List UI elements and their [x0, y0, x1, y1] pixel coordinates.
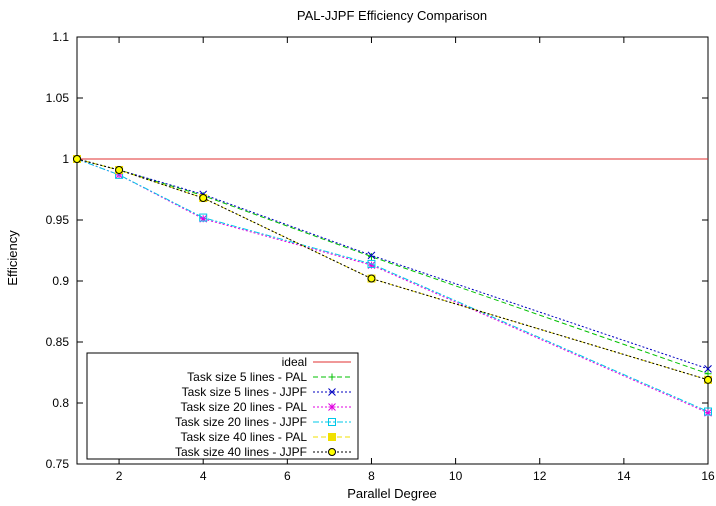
y-tick-label: 0.75	[46, 457, 70, 471]
data-point	[367, 274, 376, 283]
legend-label: ideal	[282, 355, 307, 369]
series-line	[76, 158, 709, 375]
legend-label: Task size 40 lines - PAL	[181, 430, 308, 444]
data-point	[704, 407, 712, 416]
data-point	[199, 194, 208, 203]
series-1	[73, 155, 712, 378]
series-6	[73, 155, 712, 384]
series-line	[76, 158, 709, 414]
legend-marker	[328, 403, 336, 411]
series-line	[76, 158, 709, 412]
data-point	[367, 251, 376, 260]
plot-area: 0.75 0.8 0.85 0.9 0.95 1 1.05 1.1 2 4 6 8 10 12 14 16	[46, 30, 715, 483]
x-tick-label: 8	[368, 469, 375, 483]
x-tick-label: 16	[701, 469, 715, 483]
y-tick-label: 0.95	[46, 213, 70, 227]
x-tick-label: 2	[116, 469, 123, 483]
y-tick-label: 0.85	[46, 335, 70, 349]
data-point	[199, 214, 208, 223]
legend-label: Task size 5 lines - PAL	[187, 370, 307, 384]
y-tick-label: 1	[62, 152, 69, 166]
series-line	[76, 158, 709, 381]
legend-label: Task size 20 lines - PAL	[181, 400, 308, 414]
data-point	[704, 375, 712, 384]
legend-marker	[328, 418, 336, 426]
x-axis-title: Parallel Degree	[347, 486, 437, 501]
data-point	[367, 259, 376, 268]
legend-item: Task size 40 lines - JJPF	[175, 445, 351, 459]
legend-item: Task size 20 lines - PAL	[181, 400, 351, 414]
data-point	[704, 408, 712, 417]
data-point	[367, 261, 376, 269]
series-5	[73, 155, 712, 384]
y-tick-label: 0.8	[52, 396, 69, 410]
legend-item: Task size 5 lines - JJPF	[182, 385, 351, 399]
series-line	[76, 158, 709, 381]
legend-marker	[328, 373, 336, 381]
legend-marker	[328, 433, 336, 441]
legend-item: Task size 40 lines - PAL	[181, 430, 351, 444]
data-point	[704, 364, 712, 373]
y-axis-title: Efficiency	[5, 230, 20, 286]
x-tick-label: 10	[449, 469, 463, 483]
legend-item: Task size 20 lines - JJPF	[175, 415, 351, 429]
data-point	[115, 165, 124, 174]
legend-marker	[328, 388, 336, 396]
y-tick-label: 1.1	[52, 30, 69, 44]
legend-marker	[328, 448, 336, 456]
x-tick-label: 6	[284, 469, 291, 483]
legend-item: Task size 5 lines - PAL	[187, 370, 351, 384]
x-tick-label: 14	[617, 469, 631, 483]
legend-label: Task size 5 lines - JJPF	[182, 385, 307, 399]
plot-frame	[76, 36, 709, 465]
x-tick-label: 12	[533, 469, 547, 483]
y-tick-label: 0.9	[52, 274, 69, 288]
legend-item: ideal	[282, 355, 351, 369]
legend-label: Task size 20 lines - JJPF	[175, 415, 307, 429]
y-tick-label: 1.05	[46, 91, 70, 105]
chart-title: PAL-JJPF Efficiency Comparison	[297, 8, 487, 23]
legend-box	[86, 352, 359, 460]
data-point	[73, 155, 81, 163]
data-point	[199, 213, 208, 222]
legend-label: Task size 40 lines - JJPF	[175, 445, 307, 459]
x-tick-label: 4	[200, 469, 207, 483]
